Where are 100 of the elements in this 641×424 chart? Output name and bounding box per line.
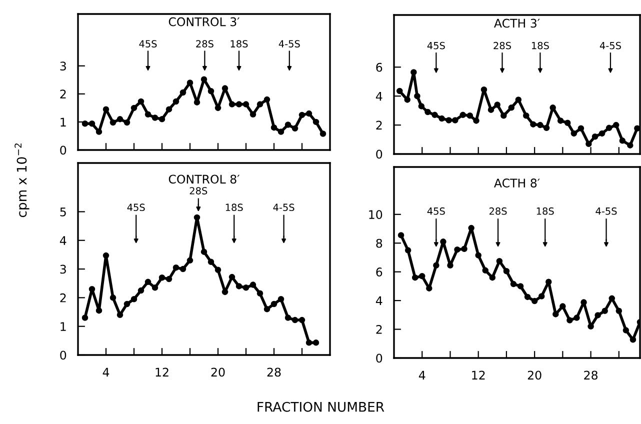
point — [515, 96, 522, 103]
point — [256, 290, 264, 297]
point — [438, 115, 445, 122]
y-tick-label: 6 — [376, 62, 382, 72]
point — [552, 311, 559, 318]
y-tick-label: 0 — [60, 350, 66, 360]
x-tick-label: 12 — [156, 368, 168, 376]
ref-line-label: 45S — [427, 207, 445, 215]
y-tick-label: 4 — [376, 92, 382, 101]
point — [124, 300, 130, 308]
text: ACTH 8′ — [494, 178, 540, 188]
ref-line-label: 4-5S — [600, 42, 621, 50]
point — [606, 124, 612, 132]
point — [228, 101, 236, 108]
point — [546, 278, 552, 286]
point — [152, 284, 158, 291]
x-tick-label: 20 — [528, 370, 542, 380]
y-tick-label: 8 — [376, 238, 382, 248]
point — [404, 96, 410, 103]
point — [524, 294, 531, 300]
ref-line-label: 18S — [532, 42, 549, 50]
y-tick-label: 5 — [60, 208, 66, 216]
point — [566, 317, 573, 324]
y-tick-label: 1 — [60, 322, 66, 331]
point — [622, 327, 630, 334]
point — [418, 103, 425, 110]
point — [96, 128, 102, 135]
point — [306, 340, 312, 346]
point — [130, 104, 138, 112]
point — [574, 314, 580, 321]
point — [144, 111, 152, 118]
point — [530, 121, 536, 128]
point — [570, 130, 578, 137]
point — [594, 312, 601, 318]
point — [564, 120, 571, 126]
point — [194, 99, 200, 106]
y-axis-title: cpm x 10$^{−2}$ — [14, 144, 30, 218]
chart-title: CONTROL 3′ — [168, 17, 240, 26]
point — [298, 112, 306, 118]
x-tick-label: 28 — [267, 368, 281, 377]
point — [264, 96, 270, 103]
ref-line-label: 28S — [489, 207, 507, 215]
y-tick-label: 3 — [60, 62, 66, 71]
point — [284, 314, 292, 321]
y-tick-label: 10 — [369, 210, 382, 220]
point — [222, 288, 228, 296]
ref-line-label: 18S — [226, 204, 243, 212]
point — [138, 98, 144, 105]
point — [592, 134, 598, 140]
point — [473, 118, 480, 124]
y-tick-label: 4 — [60, 236, 66, 245]
ref-line-label: 4-5S — [273, 204, 294, 212]
point — [517, 283, 524, 290]
point — [634, 125, 640, 132]
point — [424, 108, 431, 116]
point — [284, 122, 292, 128]
ref-line-label: 18S — [536, 207, 554, 215]
y-tick-label: 1 — [60, 118, 66, 126]
point — [208, 88, 214, 94]
point — [270, 124, 278, 131]
point — [82, 314, 88, 321]
point — [482, 267, 488, 274]
point — [172, 98, 180, 105]
point — [82, 120, 88, 127]
point — [194, 214, 200, 221]
point — [222, 85, 228, 92]
y-tick-label: 2 — [376, 120, 382, 130]
point — [475, 252, 482, 258]
point — [242, 101, 250, 108]
point — [404, 247, 412, 254]
point — [446, 117, 452, 124]
point — [452, 117, 458, 124]
point — [461, 246, 468, 252]
point — [124, 119, 130, 126]
point — [466, 112, 474, 119]
point — [158, 274, 166, 281]
point — [306, 110, 312, 117]
point — [460, 112, 466, 118]
point — [166, 276, 172, 282]
point — [612, 122, 620, 128]
point — [454, 246, 460, 253]
point — [523, 112, 530, 119]
point — [166, 106, 172, 112]
point — [186, 80, 194, 86]
point — [236, 283, 242, 290]
point — [320, 130, 326, 137]
ref-line-label: 45S — [139, 40, 157, 48]
point — [500, 112, 507, 119]
x-tick-label: 20 — [211, 368, 225, 377]
point — [242, 284, 250, 291]
ref-line-label: 4-5S — [596, 207, 617, 215]
point — [586, 140, 592, 147]
point — [630, 336, 636, 343]
ref-line-label: 28S — [494, 42, 511, 50]
point — [510, 280, 517, 288]
y-tick-label: 2 — [60, 90, 66, 98]
point — [130, 296, 138, 302]
point — [503, 268, 510, 274]
point — [578, 125, 584, 132]
point — [144, 278, 152, 286]
